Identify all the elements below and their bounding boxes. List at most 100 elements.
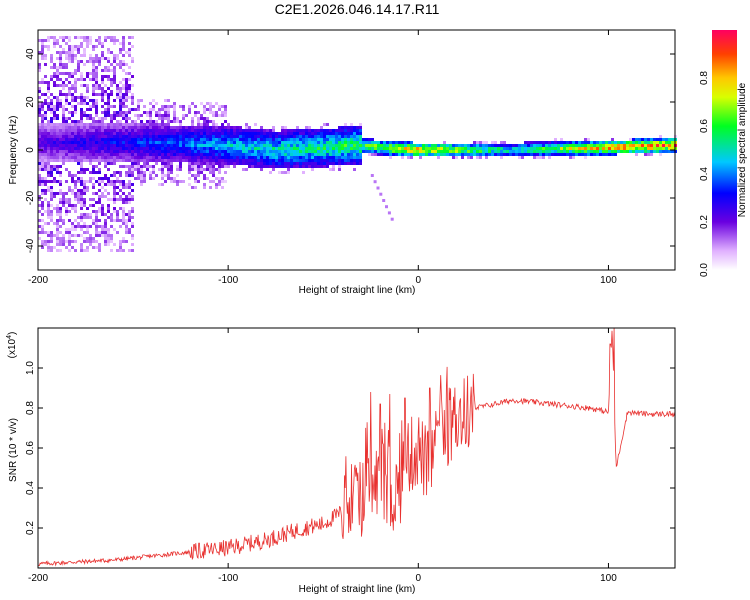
- spectrogram-cell: [668, 138, 671, 141]
- spectrogram-cell: [296, 129, 299, 132]
- spectrogram-cell: [284, 141, 287, 144]
- spectrogram-cell: [176, 165, 179, 168]
- spectrogram-cell: [143, 165, 146, 168]
- spectrogram-cell: [56, 153, 59, 156]
- spectrogram-cell: [95, 231, 98, 234]
- spectrogram-cell: [116, 63, 119, 66]
- spectrogram-cell: [353, 150, 356, 153]
- spectrogram-cell: [74, 138, 77, 141]
- spectrogram-cell: [50, 168, 53, 171]
- spectrogram-cell: [77, 192, 80, 195]
- spectrogram-cell: [278, 162, 281, 165]
- spectrogram-cell: [533, 144, 536, 147]
- spectrogram-cell: [65, 63, 68, 66]
- spectrogram-cell: [269, 135, 272, 138]
- spectrogram-cell: [599, 147, 602, 150]
- spectrogram-cell: [344, 135, 347, 138]
- spectrogram-cell: [104, 165, 107, 168]
- spectrogram-cell: [665, 141, 668, 144]
- spectrogram-cell: [155, 141, 158, 144]
- spectrogram-cell: [74, 228, 77, 231]
- spectrogram-y-tick-label: 20: [25, 96, 36, 108]
- spectrogram-cell: [482, 153, 485, 156]
- spectrogram-cell: [182, 180, 185, 183]
- spectrogram-cell: [113, 192, 116, 195]
- spectrogram-cell: [80, 249, 83, 252]
- spectrogram-cell: [431, 144, 434, 147]
- spectrogram-cell: [344, 123, 347, 126]
- spectrogram-cell: [188, 135, 191, 138]
- spectrogram-cell: [194, 135, 197, 138]
- spectrogram-cell: [500, 156, 503, 159]
- spectrogram-cell: [125, 123, 128, 126]
- spectrogram-cell: [662, 150, 665, 153]
- spectrogram-cell: [104, 84, 107, 87]
- spectrogram-cell: [212, 147, 215, 150]
- spectrogram-cell: [329, 144, 332, 147]
- spectrogram-cell: [329, 159, 332, 162]
- spectrogram-cell: [71, 141, 74, 144]
- spectrogram-cell: [200, 165, 203, 168]
- spectrogram-cell: [485, 144, 488, 147]
- spectrogram-cell: [176, 138, 179, 141]
- spectrogram-cell: [266, 144, 269, 147]
- spectrogram-cell: [53, 111, 56, 114]
- spectrogram-cell: [80, 135, 83, 138]
- spectrogram-cell: [467, 153, 470, 156]
- spectrogram-cell: [596, 141, 599, 144]
- spectrogram-cell: [284, 144, 287, 147]
- spectrogram-cell: [179, 144, 182, 147]
- spectrogram-cell: [215, 156, 218, 159]
- spectrogram-cell: [56, 207, 59, 210]
- spectrogram-cell: [44, 132, 47, 135]
- spectrogram-cell: [38, 132, 41, 135]
- spectrogram-cell: [572, 153, 575, 156]
- spectrogram-cell: [38, 204, 41, 207]
- spectrogram-cell: [401, 153, 404, 156]
- spectrogram-cell: [47, 153, 50, 156]
- spectrogram-cell: [143, 171, 146, 174]
- spectrogram-cell: [143, 132, 146, 135]
- spectrogram-cell: [299, 153, 302, 156]
- spectrogram-cell: [128, 78, 131, 81]
- spectrogram-cell: [194, 162, 197, 165]
- spectrogram-cell: [161, 174, 164, 177]
- spectrogram-cell: [221, 159, 224, 162]
- spectrogram-cell: [50, 171, 53, 174]
- spectrogram-cell: [263, 144, 266, 147]
- spectrogram-cell: [128, 144, 131, 147]
- spectrogram-cell: [146, 123, 149, 126]
- spectrogram-cell: [266, 138, 269, 141]
- spectrogram-cell: [101, 150, 104, 153]
- spectrogram-cell: [545, 144, 548, 147]
- spectrogram-cell: [47, 123, 50, 126]
- spectrogram-cell: [86, 87, 89, 90]
- spectrogram-cell: [83, 231, 86, 234]
- spectrogram-cell: [92, 48, 95, 51]
- spectrogram-cell: [95, 153, 98, 156]
- spectrogram-cell: [104, 108, 107, 111]
- spectrogram-cell: [335, 153, 338, 156]
- spectrogram-cell: [182, 117, 185, 120]
- spectrogram-cell: [617, 147, 620, 150]
- spectrogram-cell: [317, 141, 320, 144]
- spectrogram-cell: [50, 66, 53, 69]
- spectrogram-cell: [50, 102, 53, 105]
- spectrogram-x-tick-label: -200: [28, 275, 48, 286]
- spectrogram-cell: [260, 165, 263, 168]
- spectrogram-cell: [254, 123, 257, 126]
- spectrogram-cell: [47, 150, 50, 153]
- spectrogram-cell: [92, 126, 95, 129]
- spectrogram-cell: [137, 144, 140, 147]
- spectrogram-cell: [152, 156, 155, 159]
- spectrogram-cell: [566, 153, 569, 156]
- spectrogram-cell: [536, 156, 539, 159]
- spectrogram-cell: [71, 48, 74, 51]
- spectrogram-cell: [50, 132, 53, 135]
- spectrogram-cell: [620, 147, 623, 150]
- spectrogram-cell: [191, 174, 194, 177]
- spectrogram-cell: [59, 207, 62, 210]
- spectrogram-cell: [89, 198, 92, 201]
- spectrogram-cell: [203, 132, 206, 135]
- spectrogram-cell: [356, 162, 359, 165]
